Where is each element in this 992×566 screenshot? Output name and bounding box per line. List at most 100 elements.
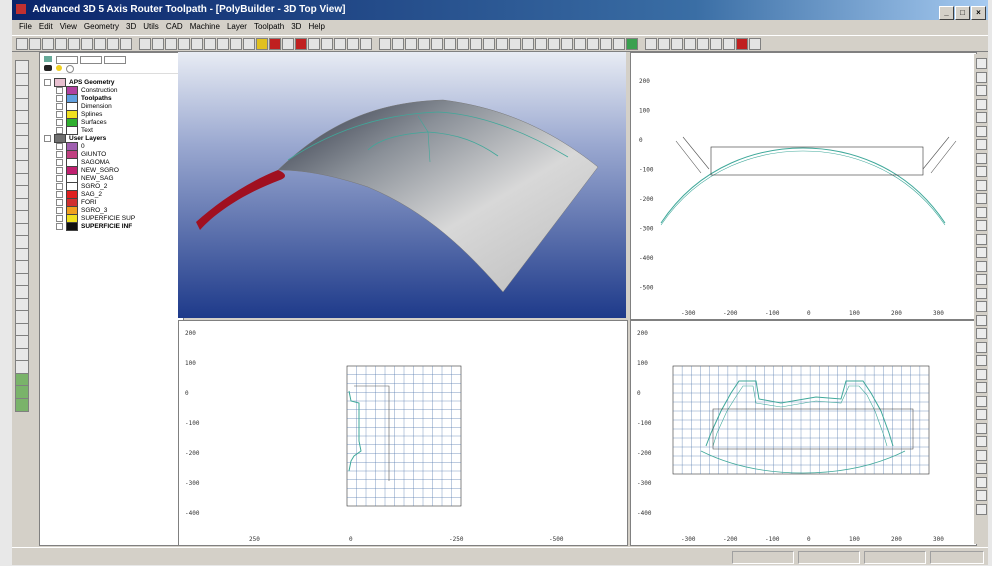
toolbar-button[interactable] bbox=[509, 38, 521, 50]
expand-icon[interactable] bbox=[56, 175, 63, 182]
toolbar-button[interactable] bbox=[347, 38, 359, 50]
tree-item[interactable]: Splines bbox=[56, 110, 102, 119]
view-tool-button[interactable] bbox=[976, 125, 987, 137]
tree-item[interactable]: SGRO_3 bbox=[56, 206, 107, 215]
expand-icon[interactable] bbox=[56, 143, 63, 150]
surface-mesh[interactable] bbox=[277, 99, 599, 293]
menu-item-3d[interactable]: 3D bbox=[126, 22, 137, 31]
expand-icon[interactable] bbox=[44, 135, 51, 142]
tree-item[interactable]: SAG_2 bbox=[56, 190, 102, 199]
view-tool-button[interactable] bbox=[976, 503, 987, 515]
toolbar-button[interactable] bbox=[444, 38, 456, 50]
toolbar-button[interactable] bbox=[120, 38, 132, 50]
tree-view-button[interactable] bbox=[80, 56, 102, 64]
expand-icon[interactable] bbox=[56, 215, 63, 222]
menu-item-layer[interactable]: Layer bbox=[226, 22, 247, 31]
toolbar-button[interactable] bbox=[295, 38, 307, 50]
view-tool-button[interactable] bbox=[976, 206, 987, 218]
toolbar-button[interactable] bbox=[379, 38, 391, 50]
view-tool-button[interactable] bbox=[976, 98, 987, 110]
toolbar-button[interactable] bbox=[710, 38, 722, 50]
tree-filter-button[interactable] bbox=[56, 56, 78, 64]
toolbar-button[interactable] bbox=[256, 38, 268, 50]
tree-options-button[interactable] bbox=[104, 56, 126, 64]
toolbar-button[interactable] bbox=[282, 38, 294, 50]
toolbar-button[interactable] bbox=[626, 38, 638, 50]
view-tool-button[interactable] bbox=[976, 152, 987, 164]
toolbar-button[interactable] bbox=[470, 38, 482, 50]
toolbar-button[interactable] bbox=[613, 38, 625, 50]
view-tool-button[interactable] bbox=[976, 287, 987, 299]
close-icon[interactable]: × bbox=[971, 6, 986, 20]
view-tool-button[interactable] bbox=[976, 341, 987, 353]
toolbar-button[interactable] bbox=[496, 38, 508, 50]
toolbar-button[interactable] bbox=[139, 38, 151, 50]
toolbar-button[interactable] bbox=[29, 38, 41, 50]
view-tool-button[interactable] bbox=[976, 220, 987, 231]
toolbar-button[interactable] bbox=[671, 38, 683, 50]
tree-item[interactable]: NEW_SGRO bbox=[56, 166, 119, 175]
layer-icon[interactable] bbox=[44, 56, 52, 62]
toolbar-button[interactable] bbox=[431, 38, 443, 50]
tree-item[interactable]: NEW_SAG bbox=[56, 174, 114, 183]
tree-item[interactable]: SUPERFICIE INF bbox=[56, 222, 132, 231]
view-tool-button[interactable] bbox=[976, 58, 987, 69]
toolbar-button[interactable] bbox=[165, 38, 177, 50]
expand-icon[interactable] bbox=[56, 199, 63, 206]
tree-item[interactable]: SGRO_2 bbox=[56, 182, 107, 191]
toolbar-button[interactable] bbox=[94, 38, 106, 50]
view-tool-button[interactable] bbox=[976, 314, 987, 326]
maximize-icon[interactable]: □ bbox=[955, 6, 970, 20]
toolbar-button[interactable] bbox=[16, 38, 28, 50]
menu-item-geometry[interactable]: Geometry bbox=[83, 22, 120, 31]
tree-item[interactable]: Dimension bbox=[56, 102, 112, 111]
toolbar-button[interactable] bbox=[457, 38, 469, 50]
toolbar-button[interactable] bbox=[107, 38, 119, 50]
toolbar-button[interactable] bbox=[68, 38, 80, 50]
menu-item-edit[interactable]: Edit bbox=[38, 22, 53, 31]
minimize-icon[interactable]: _ bbox=[939, 6, 954, 20]
expand-icon[interactable] bbox=[56, 167, 63, 174]
expand-icon[interactable] bbox=[56, 207, 63, 214]
view-tool-button[interactable] bbox=[976, 395, 987, 407]
toolbar-button[interactable] bbox=[360, 38, 372, 50]
toolbar-button[interactable] bbox=[723, 38, 735, 50]
toolbar-button[interactable] bbox=[587, 38, 599, 50]
expand-icon[interactable] bbox=[56, 183, 63, 190]
tree-item[interactable]: SAGOMA bbox=[56, 158, 110, 167]
toolbar-button[interactable] bbox=[191, 38, 203, 50]
expand-icon[interactable] bbox=[56, 159, 63, 166]
light-icon[interactable] bbox=[66, 65, 74, 73]
viewport-3d[interactable] bbox=[178, 52, 626, 318]
toolbar-button[interactable] bbox=[321, 38, 333, 50]
toolbar-button[interactable] bbox=[55, 38, 67, 50]
expand-icon[interactable] bbox=[44, 79, 51, 86]
expand-icon[interactable] bbox=[56, 87, 63, 94]
view-tool-button[interactable] bbox=[976, 179, 987, 191]
view-tool-button[interactable] bbox=[976, 382, 987, 393]
toolbar-button[interactable] bbox=[81, 38, 93, 50]
menu-item-machine[interactable]: Machine bbox=[189, 22, 220, 31]
binoculars-icon[interactable] bbox=[44, 65, 52, 71]
toolbar-button[interactable] bbox=[749, 38, 761, 50]
view-tool-button[interactable] bbox=[976, 436, 987, 447]
toolbar-button[interactable] bbox=[42, 38, 54, 50]
menu-item-3d[interactable]: 3D bbox=[291, 22, 302, 31]
toolbar-button[interactable] bbox=[483, 38, 495, 50]
toolbar-button[interactable] bbox=[204, 38, 216, 50]
toolbar-button[interactable] bbox=[684, 38, 696, 50]
view-tool-button[interactable] bbox=[976, 71, 987, 83]
toolbar-button[interactable] bbox=[561, 38, 573, 50]
viewport-side[interactable]: 200 100 0 -100 -200 -300 -400 250 0 -250 -500 bbox=[178, 320, 628, 546]
view-tool-button[interactable] bbox=[976, 355, 987, 366]
view-tool-button[interactable] bbox=[976, 112, 987, 123]
view-tool-button[interactable] bbox=[976, 260, 987, 272]
tool-button[interactable] bbox=[15, 397, 29, 412]
tree-item[interactable]: Surfaces bbox=[56, 118, 107, 127]
toolbar-button[interactable] bbox=[645, 38, 657, 50]
toolbar-button[interactable] bbox=[522, 38, 534, 50]
view-tool-button[interactable] bbox=[976, 476, 987, 488]
toolbar-button[interactable] bbox=[269, 38, 281, 50]
view-tool-button[interactable] bbox=[976, 166, 987, 177]
view-tool-button[interactable] bbox=[976, 139, 987, 150]
